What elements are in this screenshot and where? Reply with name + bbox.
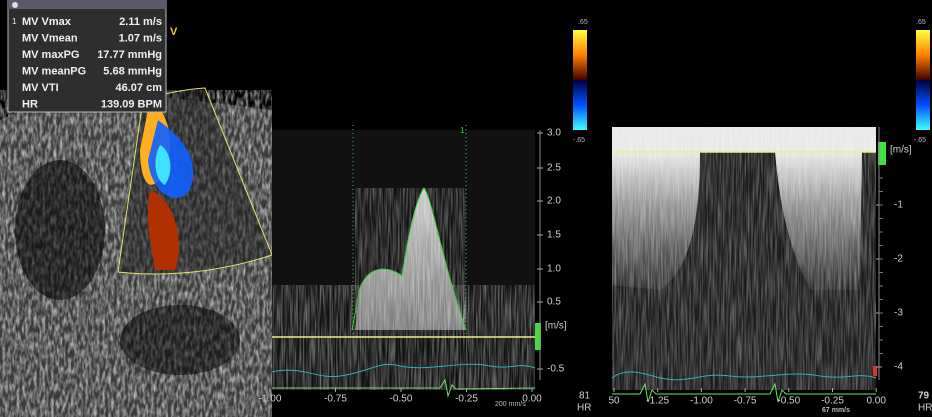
icon [12,2,18,8]
measurement-label: HR [22,98,38,110]
x-tick-label: -0.25 [455,394,478,405]
measurement-header [8,0,166,9]
y-ticks: -1 -2 -3 -4 [876,178,903,373]
measurement-label: MV VTI [22,82,59,94]
y-tick-label: 2.5 [547,163,561,174]
measurement-box: 1 MV Vmax 2.11 m/s MV Vmean 1.07 m/s MV maxP… [8,0,166,112]
y-tick-label: -1 [894,200,903,211]
chamber [120,305,240,375]
measurement-label: MV maxPG [22,49,79,61]
scale-top: .65 [916,19,926,26]
measurement-label: MV meanPG [22,65,86,77]
heart-rate-label: HR [918,403,932,414]
measurement-value: 46.07 cm [116,82,163,94]
x-tick-label: -0.50 [390,394,413,405]
page: { "measurements": { "marker": "1", "rows… [0,0,932,417]
y-tick-label: 1.5 [547,230,561,241]
sector-marker: V [170,26,178,38]
color-bar [573,80,587,130]
color-bar [916,80,930,130]
ultrasound-screen: V 1 MV Vmax 2.11 m/s MV Vmean 1.07 m/s MV ma… [0,0,932,417]
y-tick-label: 3.0 [547,128,561,139]
unit-label: [m/s] [890,145,912,156]
y-tick-label: -4 [894,362,903,373]
spectrum-texture [612,127,876,390]
measurement-value: 1.07 m/s [119,32,162,44]
measurement-value: 17.77 mmHg [97,49,162,61]
scale-bottom: -.65 [914,137,926,144]
color-bar [916,30,930,80]
y-tick-label: -3 [894,308,903,319]
x-tick-label: -0.50 [777,396,800,407]
y-tick-label: 2.0 [547,196,561,207]
cursor-label: 1 [460,126,465,135]
unit-label: [m/s] [545,321,567,332]
y-tick-label: 1.0 [547,264,561,275]
measurement-label: MV Vmean [22,32,78,44]
y-tick-label: -2 [894,254,903,265]
x-tick-label: -1.00 [690,396,713,407]
x-tick-label: 50 [608,396,620,407]
spectral-right: -1 -2 -3 -4 50 -1.25 -1.00 -0.75 -0.50 -0.25 0.00… [608,19,932,414]
color-bar [573,30,587,80]
heart-rate: 81 [579,391,591,402]
y-tick-label: -0.5 [547,364,565,375]
x-tick-label: -1.00 [259,394,282,405]
y-tick-label: 0.5 [547,297,561,308]
x-tick-label: -0.25 [821,396,844,407]
x-ticks: 50 -1.25 -1.00 -0.75 -0.50 -0.25 0.00 [608,388,886,407]
chamber [15,160,105,300]
measurement-label: MV Vmax [22,16,72,28]
sweep-speed: 200 mm/s [495,401,526,408]
measurement-value: 5.68 mmHg [103,65,162,77]
heart-rate: 79 [918,391,930,402]
scale-bottom: -.65 [573,137,585,144]
measurement-value: 2.11 m/s [119,16,162,28]
x-tick-label: -0.75 [734,396,757,407]
y-ticks: 3.0 2.5 2.0 1.5 1.0 0.5 -0.5 [537,128,565,375]
x-tick-label: -1.25 [646,396,669,407]
measurement-marker: 1 [12,17,17,26]
sweep-speed: 67 mm/s [822,407,850,414]
measurement-value: 139.09 BPM [101,98,162,110]
x-tick-label: 0.00 [866,396,886,407]
x-tick-label: -0.75 [324,394,347,405]
scale-top: .65 [578,19,588,26]
heart-rate-label: HR [577,403,591,414]
spectral-left: 1 3.0 2.5 2.0 1.5 1.0 0.5 -0.5 -1.00 -0.75 -0.50… [259,19,592,414]
